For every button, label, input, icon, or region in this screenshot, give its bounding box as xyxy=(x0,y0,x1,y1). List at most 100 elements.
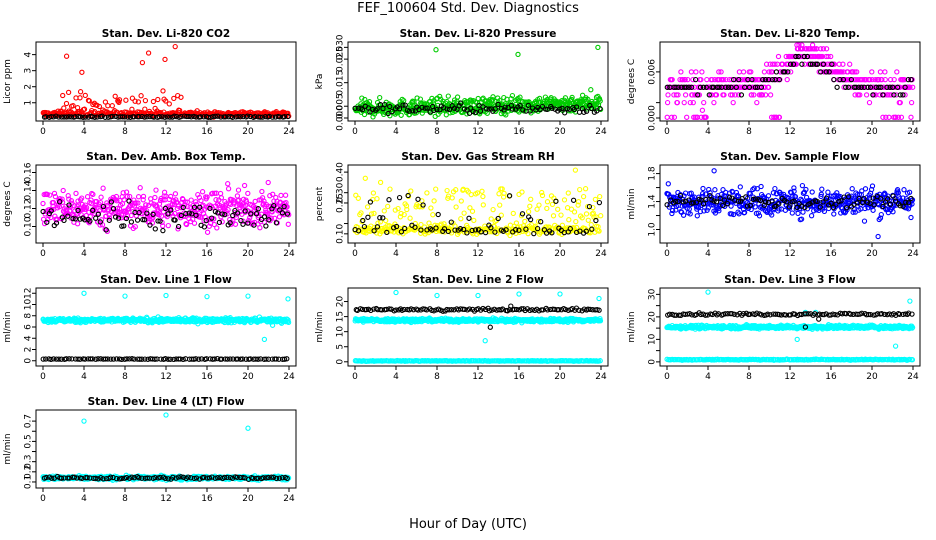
data-point xyxy=(767,92,774,98)
data-point xyxy=(405,192,411,199)
data-point xyxy=(692,76,699,83)
data-point xyxy=(579,215,585,221)
data-point xyxy=(163,292,169,299)
data-point xyxy=(216,219,223,226)
data-point xyxy=(359,106,366,113)
data-point xyxy=(688,69,695,75)
data-point xyxy=(278,192,284,199)
data-point xyxy=(88,200,94,207)
data-point xyxy=(728,84,734,90)
data-point xyxy=(773,114,780,120)
data-point xyxy=(444,187,450,194)
x-tick-label: 8 xyxy=(122,249,128,259)
data-point xyxy=(752,204,758,210)
data-point xyxy=(793,53,799,60)
data-point xyxy=(744,203,751,209)
data-point xyxy=(50,356,57,362)
data-point xyxy=(277,207,283,213)
data-point xyxy=(222,211,228,218)
data-point xyxy=(215,113,221,119)
data-point xyxy=(451,105,458,111)
data-point xyxy=(358,210,364,216)
data-point xyxy=(905,76,911,83)
data-point xyxy=(404,206,410,213)
data-point xyxy=(527,216,534,223)
data-point xyxy=(243,199,250,205)
data-point xyxy=(475,292,481,299)
series-2 xyxy=(664,192,914,211)
data-point xyxy=(382,101,388,108)
data-point xyxy=(368,211,375,217)
data-point xyxy=(669,210,675,217)
data-point xyxy=(776,201,782,207)
data-point xyxy=(696,92,703,98)
data-point xyxy=(512,227,519,233)
data-point xyxy=(716,69,722,75)
data-point xyxy=(279,210,286,216)
data-point xyxy=(253,356,259,362)
data-point xyxy=(845,84,852,90)
data-point xyxy=(771,114,777,120)
data-point xyxy=(444,106,450,112)
data-point xyxy=(172,191,179,197)
data-point xyxy=(788,69,794,75)
data-point xyxy=(703,84,709,90)
data-point xyxy=(679,76,686,83)
panel-ylabel: degrees C xyxy=(627,59,637,104)
data-point xyxy=(580,193,587,200)
data-point xyxy=(44,219,50,225)
panel-title: Stan. Dev. Sample Flow xyxy=(720,151,860,163)
data-point xyxy=(227,216,233,223)
data-point xyxy=(475,95,481,102)
data-point xyxy=(690,76,696,83)
data-point xyxy=(755,210,761,216)
data-point xyxy=(776,76,782,83)
data-point xyxy=(276,214,283,220)
y-tick-label: 0.030 xyxy=(336,34,346,60)
data-point xyxy=(164,213,170,220)
data-point xyxy=(196,356,202,362)
data-point xyxy=(385,110,391,117)
x-tick-label: 24 xyxy=(283,127,295,137)
data-point xyxy=(749,76,755,83)
data-point xyxy=(100,203,107,210)
y-tick-label: 5 xyxy=(336,344,346,350)
x-tick-label: 20 xyxy=(866,372,878,382)
data-point xyxy=(203,217,209,224)
data-point xyxy=(704,76,710,83)
data-point xyxy=(732,92,738,98)
data-point xyxy=(257,114,263,120)
data-point xyxy=(885,92,891,98)
x-tick-label: 8 xyxy=(122,372,128,382)
data-point xyxy=(769,76,776,83)
data-point xyxy=(381,208,387,214)
series-1 xyxy=(40,43,292,120)
data-point xyxy=(93,356,99,362)
data-point xyxy=(803,186,809,193)
y-tick-label: 0.000 xyxy=(648,105,658,131)
data-point xyxy=(866,99,873,106)
data-point xyxy=(150,211,156,218)
data-point xyxy=(261,336,268,343)
data-point xyxy=(735,92,742,98)
data-point xyxy=(247,356,254,362)
data-point xyxy=(818,46,824,52)
data-point xyxy=(178,94,184,100)
data-point xyxy=(744,84,750,90)
data-point xyxy=(823,69,829,75)
data-point xyxy=(723,76,729,83)
data-point xyxy=(664,99,671,106)
panel-ylabel: ml/min xyxy=(627,188,637,219)
data-point xyxy=(165,222,171,229)
data-point xyxy=(515,51,521,58)
data-point xyxy=(284,211,291,217)
data-point xyxy=(495,215,501,222)
data-point xyxy=(902,84,908,90)
y-tick-label: 1 xyxy=(24,100,34,106)
data-point xyxy=(132,98,138,104)
panel-ylabel: ml/min xyxy=(315,311,325,342)
data-point xyxy=(82,217,88,223)
data-point xyxy=(159,114,165,120)
